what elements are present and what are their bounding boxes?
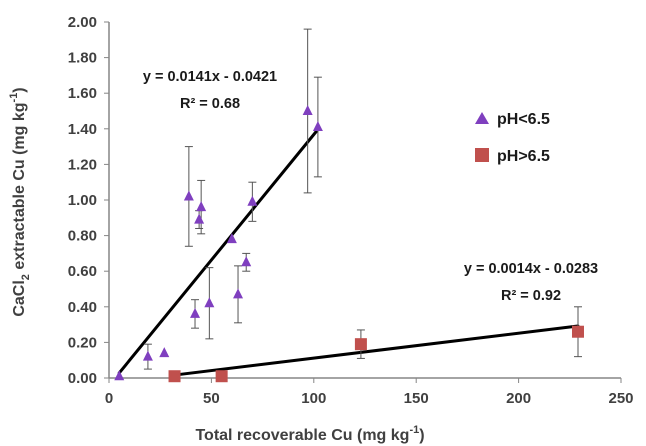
data-points (114, 105, 584, 383)
equation-label-ph-low: y = 0.0141x - 0.0421 (143, 69, 277, 85)
y-tick-label: 1.80 (68, 50, 97, 67)
data-point-ph-low (159, 347, 170, 358)
data-point-ph-low (204, 297, 215, 308)
legend: pH<6.5 pH>6.5 (475, 111, 550, 165)
x-tick-label: 150 (404, 390, 429, 407)
x-tick-label: 200 (506, 390, 531, 407)
data-point-ph-high (215, 370, 228, 383)
x-tick-label: 100 (301, 390, 326, 407)
equation-label-ph-high: y = 0.0014x - 0.0283 (464, 261, 598, 277)
data-point-ph-high (571, 325, 584, 338)
data-point-ph-high (168, 370, 181, 383)
legend-marker-triangle (475, 112, 489, 124)
r2-label-ph-high: R² = 0.92 (501, 288, 561, 304)
data-point-ph-low (226, 233, 237, 244)
data-point-ph-low (247, 195, 258, 206)
data-point-ph-low (142, 350, 153, 361)
y-tick-label: 0.00 (68, 370, 97, 387)
y-tick-label: 0.80 (68, 228, 97, 245)
y-tick-label: 1.60 (68, 85, 97, 102)
trendlines (117, 127, 580, 377)
data-point-ph-low (241, 256, 252, 267)
data-point-ph-low (183, 190, 194, 201)
data-point-ph-low (190, 307, 201, 318)
legend-label-ph-low: pH<6.5 (497, 111, 550, 128)
y-tick-label: 1.00 (68, 192, 97, 209)
x-axis-title: Total recoverable Cu (mg kg-1) (195, 424, 424, 444)
legend-marker-square-2 (475, 148, 489, 162)
data-point-ph-low (302, 105, 313, 115)
y-axis-ticks: 0.00 0.20 0.40 0.60 0.80 1.00 1.20 1.40 1.60 1.80… (68, 14, 109, 387)
trendline-ph-low (117, 127, 320, 375)
y-tick-label: 0.40 (68, 299, 97, 316)
y-axis-title: CaCl2 extractable Cu (mg kg-1) (8, 87, 32, 316)
data-point-ph-low (114, 370, 125, 381)
data-point-ph-low (196, 201, 207, 212)
x-tick-label: 250 (608, 390, 633, 407)
y-tick-label: 2.00 (68, 14, 97, 31)
data-point-ph-low (312, 121, 323, 132)
legend-label-ph-high: pH>6.5 (497, 148, 550, 165)
x-axis-ticks: 0 50 100 150 200 250 (105, 378, 634, 407)
y-tick-label: 1.40 (68, 121, 97, 138)
y-tick-label: 1.20 (68, 156, 97, 173)
x-tick-label: 0 (105, 390, 113, 407)
x-tick-label: 50 (203, 390, 220, 407)
y-tick-label: 0.60 (68, 263, 97, 280)
data-point-ph-high (354, 338, 367, 351)
y-tick-label: 0.20 (68, 334, 97, 351)
r2-label-ph-low: R² = 0.68 (180, 96, 240, 112)
data-point-ph-low (194, 213, 205, 224)
data-point-ph-low (233, 288, 244, 299)
trendline-ph-high (173, 324, 580, 377)
